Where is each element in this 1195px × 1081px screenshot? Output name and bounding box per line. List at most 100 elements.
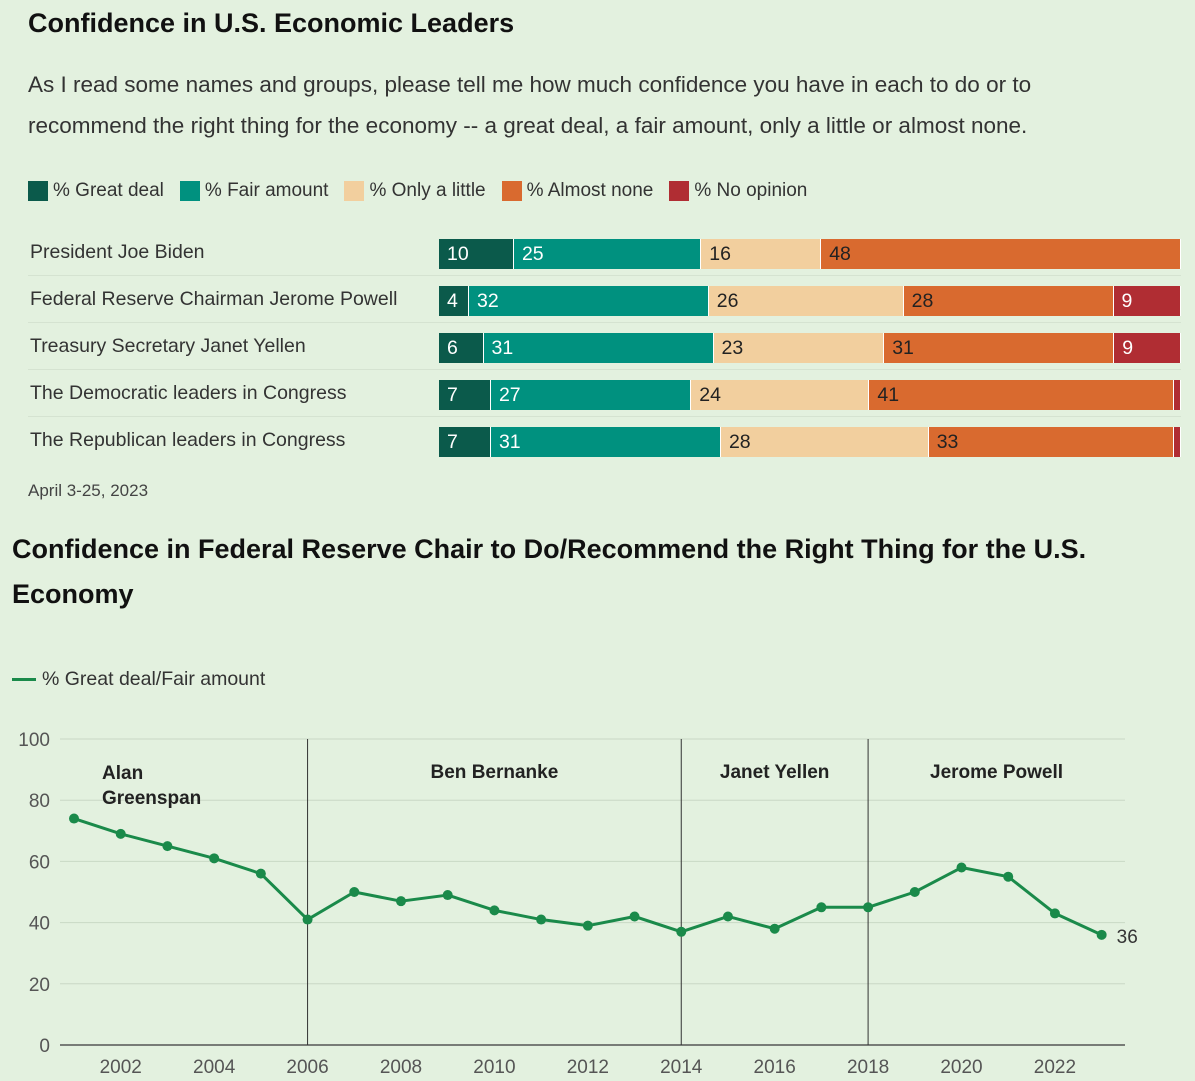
bar-value-label: 4 (447, 290, 458, 312)
bar-segment: 25 (513, 239, 702, 269)
line-chart: 0 20 40 60 80 100 2002 2004 2006 2008 2010 2012 2014… (18, 730, 1138, 1078)
bar-segment: 10 (439, 239, 514, 269)
bar-value-label: 24 (699, 384, 721, 406)
bar-value-label: 33 (936, 431, 959, 453)
legend-item: % No opinion (669, 180, 807, 202)
x-tick-label: 2004 (193, 1057, 236, 1078)
row-label: President Joe Biden (30, 241, 205, 263)
bar-track: 10 25 16 48 (439, 239, 1181, 269)
row-label: Federal Reserve Chairman Jerome Powell (30, 288, 398, 310)
bar-segment: 32 (468, 286, 709, 316)
legend-swatch (344, 181, 365, 201)
data-point (863, 902, 874, 913)
data-point (302, 914, 313, 925)
data-point (255, 868, 266, 879)
stacked-bar-chart: President Joe Biden 10 25 16 48 Federal Reser… (28, 229, 1181, 463)
row-label: The Republican leaders in Congress (30, 429, 346, 451)
bar-segment: 28 (720, 427, 929, 457)
x-tick-label: 2006 (286, 1057, 328, 1078)
bar-value-label: 9 (1122, 337, 1134, 359)
bar-value-label: 27 (498, 384, 521, 406)
bar-row: The Democratic leaders in Congress 7 27 24 4… (28, 370, 1181, 417)
bar-segment: 16 (701, 239, 822, 269)
bar-track: 6 31 23 31 9 (439, 333, 1181, 363)
x-tick-label: 2012 (567, 1057, 609, 1078)
bar-segment (1173, 380, 1181, 410)
era-label: Ben Bernanke (431, 762, 559, 783)
bar-value-label: 16 (709, 243, 731, 265)
data-point (629, 911, 640, 922)
bar-value-label: 7 (447, 431, 458, 453)
legend-swatch (501, 181, 522, 201)
bar-segment (1173, 427, 1181, 457)
survey-date: April 3-25, 2023 (28, 481, 149, 500)
data-point (769, 923, 780, 934)
bar-value-label: 31 (498, 431, 521, 453)
era-label: Jerome Powell (930, 762, 1063, 783)
data-point (115, 828, 126, 839)
end-value-label: 36 (1117, 927, 1138, 948)
legend-item: % Great deal (28, 180, 164, 202)
bar-value-label: 28 (911, 290, 934, 312)
data-point (536, 914, 547, 925)
bar-segment: 4 (439, 286, 469, 316)
x-tick-label: 2018 (847, 1057, 889, 1078)
legend-label: % Great deal (53, 180, 164, 201)
bar-value-label: 31 (892, 337, 914, 359)
bar-segment: 41 (869, 380, 1174, 410)
legend-label: % Fair amount (204, 180, 329, 201)
bar-segment: 31 (490, 427, 721, 457)
legend-label: % No opinion (694, 180, 808, 201)
bar-value-label: 7 (447, 384, 458, 406)
era-label: Alan Greenspan (102, 763, 201, 809)
x-tick-label: 2014 (660, 1057, 703, 1078)
row-label: Treasury Secretary Janet Yellen (30, 335, 306, 357)
legend-series-label: % Great deal/Fair amount (42, 668, 266, 690)
x-tick-label: 2008 (380, 1057, 422, 1078)
x-tick-label: 2010 (473, 1057, 515, 1078)
bar-chart-legend: % Great deal % Fair amount % Only a little… (28, 178, 823, 204)
y-tick-label: 20 (29, 975, 50, 996)
data-point (1096, 929, 1107, 940)
bar-value-label: 6 (447, 337, 458, 359)
bar-track: 7 27 24 41 (439, 380, 1181, 410)
legend-item: % Only a little (344, 180, 486, 202)
bar-track: 7 31 28 33 (439, 427, 1181, 457)
x-tick-label: 2020 (940, 1057, 982, 1078)
legend-item: % Fair amount (179, 180, 329, 202)
data-point (1003, 871, 1014, 882)
x-tick-label: 2016 (754, 1057, 796, 1078)
data-point (582, 920, 593, 931)
bar-value-label: 25 (521, 243, 544, 265)
bar-row: Federal Reserve Chairman Jerome Powell 4 3… (28, 276, 1181, 323)
bar-value-label: 26 (716, 290, 739, 312)
bar-value-label: 28 (728, 431, 751, 453)
line-chart-title: Confidence in Federal Reserve Chair to D… (12, 534, 1087, 609)
data-point (69, 813, 80, 824)
bar-segment: 9 (1113, 286, 1181, 316)
bar-track: 4 32 26 28 9 (439, 286, 1181, 316)
bar-row: President Joe Biden 10 25 16 48 (28, 229, 1181, 276)
era-label: Janet Yellen (720, 762, 830, 783)
row-label: The Democratic leaders in Congress (30, 382, 347, 404)
y-tick-label: 0 (39, 1036, 50, 1057)
bar-segment: 31 (884, 333, 1115, 363)
legend-label: % Only a little (369, 180, 486, 201)
y-tick-label: 80 (29, 791, 50, 812)
bar-value-label: 10 (447, 243, 469, 265)
chart-title: Confidence in U.S. Economic Leaders (28, 8, 515, 38)
legend-item: % Almost none (501, 180, 653, 202)
data-point (722, 911, 733, 922)
data-point (956, 862, 967, 873)
data-point (816, 902, 827, 913)
y-tick-label: 60 (29, 852, 50, 873)
bar-segment: 33 (928, 427, 1174, 457)
data-point (489, 905, 500, 916)
chart-subtitle: As I read some names and groups, please … (28, 72, 1032, 138)
legend-line-swatch (12, 678, 36, 681)
bar-segment: 24 (691, 380, 870, 410)
y-tick-label: 40 (29, 914, 50, 935)
bar-value-label: 41 (877, 384, 900, 406)
bar-segment: 7 (439, 380, 491, 410)
bar-segment: 31 (483, 333, 714, 363)
